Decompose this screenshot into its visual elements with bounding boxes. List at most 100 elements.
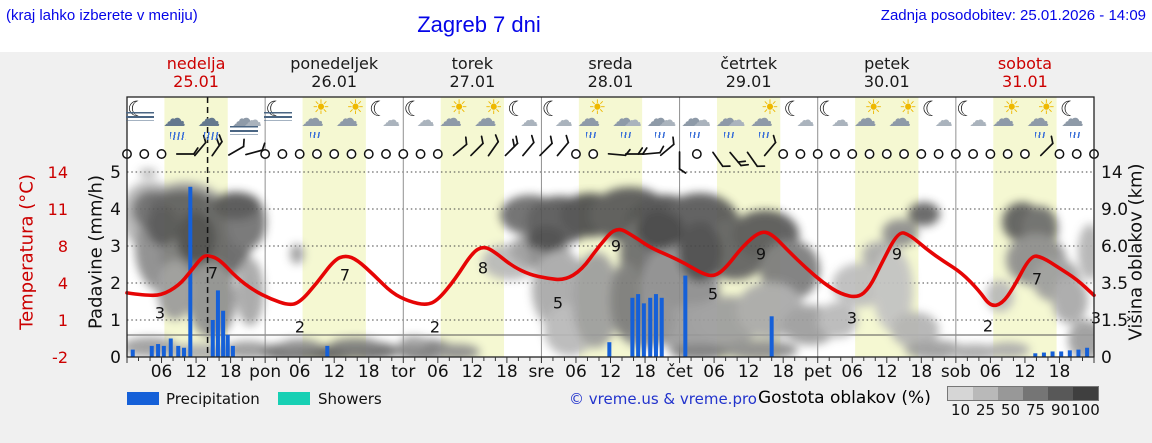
precipitation-bar: [769, 316, 774, 357]
x-axis: 06 12 18 pon 06 12 18 tor 06 12 18 sre 06 12 18 čet 06 12…: [126, 357, 1095, 382]
wind-barb-icon: [556, 134, 570, 157]
temperature-label: 2: [983, 317, 993, 336]
temperature-label: 9: [611, 237, 621, 256]
x-tick-hour: 12: [323, 362, 345, 382]
wind-calm-icon: [812, 149, 823, 159]
copyright-link[interactable]: © vreme.us & vreme.pro: [569, 390, 757, 408]
x-tick-hour: 06: [565, 362, 587, 382]
wind-barbs-row: [122, 134, 1099, 174]
drz-glyph: [1069, 132, 1080, 138]
sun-glyph: ☀: [864, 95, 883, 119]
x-tick-hour: 06: [841, 362, 863, 382]
x-tick-hour: 18: [1049, 362, 1071, 382]
cloud-glyph: ☁: [680, 106, 704, 132]
cloud-glyph: ☁: [301, 106, 324, 132]
cloud-glyph: ☁: [623, 110, 642, 131]
x-tick-hour: 18: [772, 362, 794, 382]
cloud-density-step: [1023, 387, 1048, 400]
wind-calm-icon: [346, 149, 357, 159]
temperature-tick: 11: [48, 200, 68, 219]
day-name: četrtek: [720, 54, 778, 73]
day-name: sreda: [588, 54, 633, 73]
drz-glyph: [1035, 132, 1046, 138]
precipitation-bar: [641, 303, 646, 357]
oon-glyph: ☾: [1059, 97, 1079, 121]
wind-calm-icon: [139, 149, 150, 159]
drz-glyph: [586, 132, 597, 138]
precipitation-bar: [607, 342, 612, 357]
precipitation-bar: [176, 345, 181, 357]
cloud-glyph: ☁: [750, 106, 774, 132]
weather-moon-cloud-icon: ☾ ☁: [783, 99, 819, 143]
cloud-density-scale: [947, 386, 1099, 401]
precipitation-bar: [168, 338, 173, 357]
x-tick-hour: 12: [1014, 362, 1036, 382]
sun-glyph: ☀: [346, 95, 365, 119]
cloud-glyph: ☁: [416, 110, 435, 131]
x-tick-day: sob: [941, 362, 971, 382]
weather-drizzle-icon: ☁ ☁: [610, 99, 646, 143]
day-header-sobota: sobota 31.01: [960, 55, 1090, 91]
drz-glyph: [655, 132, 666, 138]
wind-calm-icon: [432, 149, 443, 159]
x-tick-hour: 06: [703, 362, 725, 382]
cloud-glyph: ☁: [658, 110, 677, 131]
cloud-glyph: ☁: [231, 106, 255, 132]
cloud-glyph: ☁: [991, 106, 1015, 132]
cloud-glyph: ☁: [727, 110, 746, 131]
weather-sun-shower-icon: ☀ ☁: [1024, 97, 1060, 143]
wind-calm-icon: [795, 149, 806, 159]
wind-barb-icon: [678, 151, 687, 174]
cloud-glyph: ☁: [692, 110, 711, 131]
x-tick-day: tor: [391, 362, 415, 382]
precipitation-bar: [1076, 349, 1081, 357]
precipitation-swatch: [127, 392, 159, 405]
x-tick-hour: 06: [151, 362, 173, 382]
cloud-glyph: ☁: [1026, 106, 1050, 132]
day-date: 26.01: [311, 72, 358, 91]
x-tick-hour: 12: [185, 362, 207, 382]
cloud-density-step-label: 50: [1000, 401, 1021, 419]
precipitation-bar: [210, 320, 215, 357]
wind-barb-icon: [763, 134, 777, 157]
wind-barb-icon: [175, 147, 199, 155]
day-header-torek: torek 27.01: [407, 55, 537, 91]
fog-glyph: [126, 112, 155, 121]
precipitation-bar: [156, 344, 161, 357]
fog-glyph: [229, 126, 258, 135]
x-tick-hour: 18: [220, 362, 242, 382]
wind-calm-icon: [415, 149, 426, 159]
oon-glyph: ☾: [818, 97, 837, 121]
day-date: 29.01: [725, 72, 772, 91]
wind-calm-icon: [294, 149, 305, 159]
temperature-label: 8: [478, 259, 488, 278]
cloud-glyph: ☁: [888, 106, 912, 132]
precipitation-bar: [630, 297, 635, 357]
weather-sun-cloud-icon: ☀ ☁: [334, 95, 370, 143]
wind-calm-icon: [260, 149, 271, 159]
day-header-sreda: sreda 28.01: [546, 55, 676, 91]
day-date: 31.01: [1002, 72, 1048, 91]
fog-glyph: [264, 112, 293, 121]
precipitation-bar: [1041, 352, 1046, 357]
oon-glyph: ☾: [783, 97, 803, 121]
x-tick-hour: 12: [876, 362, 898, 382]
temperature-tick: 8: [58, 237, 68, 256]
precipitation-label: Precipitation: [166, 390, 260, 408]
cloud-height-tick: 1.5: [1101, 311, 1128, 331]
precipitation-tick: 3: [110, 237, 121, 257]
axis-title-precipitation: Padavine (mm/h): [85, 175, 107, 329]
last-update-timestamp: Zadnja posodobitev: 25.01.2026 - 14:09: [880, 7, 1146, 24]
weather-moon-cloud-icon: ☾ ☁: [921, 99, 957, 143]
x-tick-hour: 18: [634, 362, 656, 382]
x-tick-hour: 12: [600, 362, 622, 382]
oon-glyph: ☾: [403, 97, 423, 121]
x-tick-day: pet: [804, 362, 832, 382]
precipitation-bar: [161, 345, 166, 357]
oon-glyph: ☾: [541, 97, 561, 121]
precipitation-bar: [215, 290, 220, 357]
axis-title-cloud-height: Višina oblakov (km): [1125, 163, 1147, 341]
wind-barb-icon: [228, 138, 245, 156]
day-name: torek: [451, 54, 494, 73]
precipitation-bar: [1085, 347, 1090, 357]
